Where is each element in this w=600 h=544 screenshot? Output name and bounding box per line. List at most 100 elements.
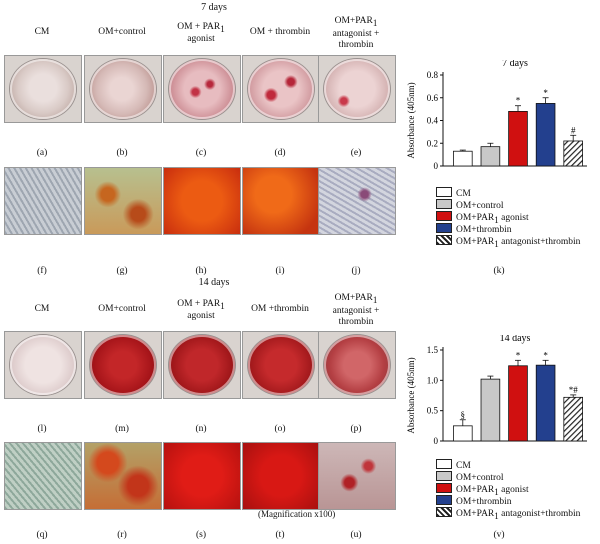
legend-entry: OM+PAR1 antagonist+thrombin	[436, 507, 580, 521]
legend-entry: CM	[436, 187, 471, 199]
legend-entry: OM+PAR1 agonist	[436, 211, 529, 225]
header-text: OM+control	[98, 27, 146, 37]
culture-well	[248, 335, 314, 395]
panel-label: (h)	[195, 266, 207, 276]
column-header-line: OM+control	[78, 27, 166, 38]
subscript: 1	[494, 486, 499, 497]
y-tick-label: 1.5	[427, 345, 439, 355]
panel-label: (b)	[116, 148, 128, 158]
panel-label: (m)	[115, 424, 129, 434]
panel-label: (o)	[274, 424, 286, 434]
subscript: 1	[372, 294, 378, 305]
bar	[453, 425, 473, 442]
column-header-agon: OM + PAR1 agonist	[157, 299, 245, 323]
column-header-ant: OM+PAR1 antagonist + thrombin	[312, 293, 400, 328]
legend-entry: OM+thrombin	[436, 495, 512, 507]
legend-text: OM+PAR	[456, 485, 495, 495]
column-header-cm: CM	[0, 27, 86, 38]
column-header-omc: OM+control	[78, 304, 166, 315]
y-tick-label: 1.0	[427, 375, 439, 385]
bar	[508, 365, 528, 442]
column-header-line: OM + PAR1	[157, 299, 245, 312]
bar-chart-14-days: 14 days Absorbance (405nm) 0 0.5 1.0 1.5 § * * *#	[406, 335, 587, 446]
panel-label: (p)	[350, 424, 362, 434]
legend-entry: OM+PAR1 antagonist+thrombin	[436, 235, 580, 249]
chart-title: 14 days	[500, 335, 531, 344]
column-header-agon: OM + PAR1 agonist	[157, 22, 245, 46]
panel-label: (n)	[195, 424, 207, 434]
micro-image	[242, 442, 320, 510]
panel-label: (u)	[350, 530, 362, 540]
column-header-line: thrombin	[312, 317, 400, 328]
well-image	[163, 55, 241, 123]
y-tick-label: 0.5	[427, 406, 439, 416]
legend-swatch	[436, 459, 452, 469]
subscript: 1	[494, 238, 499, 249]
micro-image	[163, 167, 241, 235]
panel-label: (l)	[37, 424, 47, 434]
well-image	[242, 55, 320, 123]
header-text: thrombin	[338, 39, 374, 50]
culture-well	[90, 59, 156, 119]
y-axis-label: Absorbance (405nm)	[406, 357, 416, 433]
micro-image	[4, 442, 82, 510]
culture-well	[90, 335, 156, 395]
column-header-line: thrombin	[312, 40, 400, 51]
significance-mark: §	[461, 410, 466, 420]
chart-label-v: (v)	[493, 530, 505, 540]
legend-swatch	[436, 483, 452, 493]
header-text: antagonist +	[332, 28, 380, 39]
micro-image	[318, 442, 396, 510]
legend-swatch	[436, 507, 452, 517]
subscript: 1	[494, 510, 499, 521]
well-image	[4, 331, 82, 399]
culture-well	[169, 335, 235, 395]
panel-label: (e)	[350, 148, 362, 158]
micro-image	[318, 167, 396, 235]
column-header-line: OM+PAR1	[312, 16, 400, 29]
header-text: OM+control	[98, 304, 146, 314]
legend-text-tail: agonist	[498, 213, 529, 223]
micro-image	[84, 167, 162, 235]
well-image	[84, 55, 162, 123]
legend-text: CM	[456, 189, 471, 199]
magnification-label: (Magnification x100)	[258, 509, 336, 519]
well-image	[4, 55, 82, 123]
well-image	[318, 331, 396, 399]
column-header-omc: OM+control	[78, 27, 166, 38]
panel-label: (f)	[37, 266, 47, 276]
y-axis-label: Absorbance (405nm)	[406, 82, 416, 158]
bar	[535, 364, 556, 442]
legend-entry: OM+control	[436, 471, 504, 483]
legend-text: OM+thrombin	[456, 497, 512, 507]
y-tick-label: 0.4	[427, 116, 439, 126]
well-image	[318, 55, 396, 123]
significance-mark: #	[571, 125, 576, 135]
chart-label-k: (k)	[493, 266, 505, 276]
well-image	[163, 331, 241, 399]
column-header-line: agonist	[157, 34, 245, 45]
subscript: 1	[220, 23, 225, 34]
legend-swatch	[436, 199, 452, 209]
top-title: 7 days	[201, 2, 227, 13]
panel-label: (a)	[36, 148, 48, 158]
subscript: 1	[372, 17, 378, 28]
header-text: CM	[34, 304, 50, 314]
column-header-cm: CM	[0, 304, 86, 315]
panel-label: (q)	[36, 530, 48, 540]
culture-well	[169, 59, 235, 119]
legend-text-tail: agonist	[498, 485, 529, 495]
bar	[480, 146, 501, 167]
header-text: OM+PAR	[334, 16, 373, 26]
bar	[535, 103, 556, 167]
y-tick-label: 0	[434, 161, 439, 171]
column-header-line: agonist	[157, 311, 245, 322]
legend-text: OM+control	[456, 473, 504, 483]
y-tick-label: 0.6	[427, 93, 439, 103]
bar-chart-7-days: 7 days Absorbance (405nm) 0 0.2 0.4 0.6 0.8 * * #	[406, 60, 587, 171]
header-text: agonist	[187, 34, 215, 45]
legend-text: OM+PAR	[456, 509, 495, 519]
legend-entry: OM+PAR1 agonist	[436, 483, 529, 497]
legend-swatch	[436, 235, 452, 245]
legend-swatch	[436, 211, 452, 221]
